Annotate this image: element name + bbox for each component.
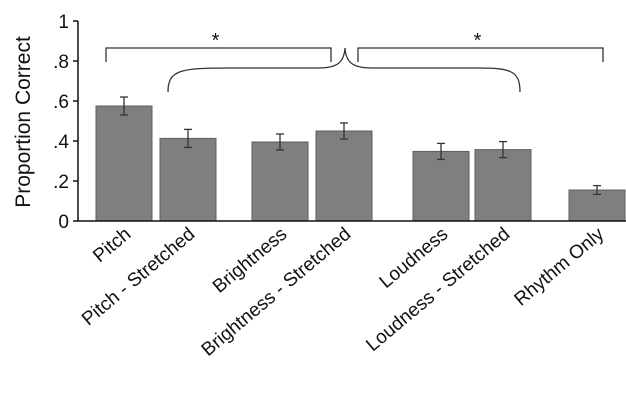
bar xyxy=(159,137,217,222)
error-bar xyxy=(276,133,284,151)
significance-bracket: * xyxy=(357,30,604,62)
error-bar xyxy=(437,142,445,161)
x-category-label: Rhythm Only xyxy=(511,223,609,310)
error-bars xyxy=(120,96,601,196)
error-bar xyxy=(593,184,601,196)
bars xyxy=(95,105,626,222)
bar xyxy=(474,149,532,222)
bar xyxy=(315,130,373,222)
significance-annotations: * * xyxy=(105,30,604,93)
bar xyxy=(251,141,309,222)
significance-star: * xyxy=(212,30,220,52)
bar xyxy=(95,105,153,222)
x-category-label: Pitch - Stretched xyxy=(78,224,199,330)
error-bar xyxy=(184,128,192,149)
y-tick-label: 1 xyxy=(58,12,69,33)
error-bar xyxy=(120,96,128,116)
y-tick-label: .8 xyxy=(53,52,69,73)
bar xyxy=(412,150,470,222)
significance-bracket: * xyxy=(105,30,332,62)
error-bar xyxy=(499,140,507,159)
y-tick-label: .6 xyxy=(53,92,69,113)
y-tick-label: .4 xyxy=(53,132,69,153)
y-axis-ticks: 0 .2 .4 .6 .8 1 xyxy=(53,12,78,233)
x-category-label: Pitch xyxy=(89,224,135,267)
significance-star: * xyxy=(474,30,482,52)
y-axis-title: Proportion Correct xyxy=(12,36,35,208)
y-tick-label: .2 xyxy=(53,172,69,193)
grouping-brace xyxy=(167,47,521,93)
y-tick-label: 0 xyxy=(58,212,69,233)
error-bar xyxy=(340,122,348,140)
